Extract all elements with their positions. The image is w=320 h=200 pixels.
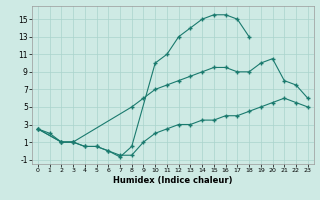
X-axis label: Humidex (Indice chaleur): Humidex (Indice chaleur)	[113, 176, 233, 185]
